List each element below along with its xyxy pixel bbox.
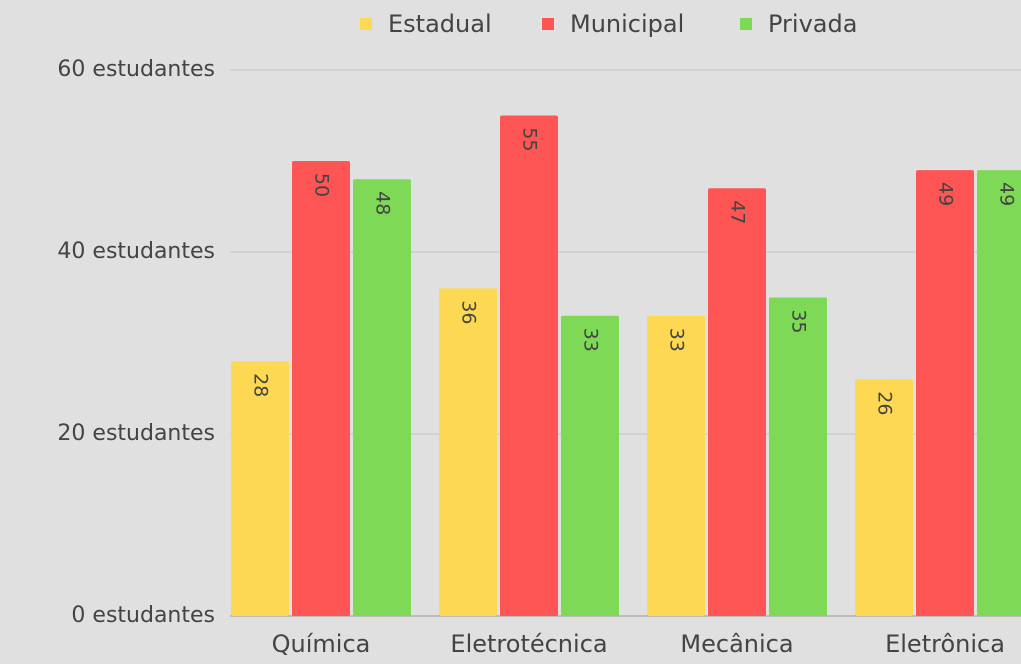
x-tick-label: Química bbox=[272, 630, 371, 658]
bar bbox=[561, 315, 619, 616]
y-tick-label: 40 estudantes bbox=[57, 239, 215, 264]
bar bbox=[855, 379, 913, 616]
y-tick-label: 20 estudantes bbox=[57, 421, 215, 446]
y-tick-label: 60 estudantes bbox=[57, 57, 215, 82]
x-tick-label: Mecânica bbox=[680, 630, 793, 658]
bar bbox=[231, 361, 289, 616]
x-tick-label: Eletrônica bbox=[885, 630, 1005, 658]
data-label: 26 bbox=[874, 391, 896, 415]
bar bbox=[769, 297, 827, 616]
y-tick-label: 0 estudantes bbox=[71, 603, 215, 628]
bar bbox=[353, 179, 411, 616]
data-label: 33 bbox=[580, 328, 602, 352]
x-tick-label: Eletrotécnica bbox=[450, 630, 607, 658]
data-label: 36 bbox=[458, 300, 480, 324]
data-label: 49 bbox=[996, 182, 1018, 206]
legend-label: Estadual bbox=[388, 10, 492, 38]
bar bbox=[500, 115, 558, 616]
data-label: 49 bbox=[935, 182, 957, 206]
legend-swatch bbox=[740, 18, 752, 30]
bar bbox=[292, 161, 350, 616]
bar bbox=[439, 288, 497, 616]
data-label: 50 bbox=[311, 173, 333, 197]
legend-swatch bbox=[542, 18, 554, 30]
bar bbox=[977, 170, 1021, 616]
bar bbox=[708, 188, 766, 617]
data-label: 33 bbox=[666, 328, 688, 352]
data-label: 47 bbox=[727, 200, 749, 224]
bar bbox=[647, 315, 705, 616]
data-label: 48 bbox=[372, 191, 394, 215]
legend-swatch bbox=[360, 18, 372, 30]
legend-label: Privada bbox=[768, 10, 857, 38]
bar bbox=[916, 170, 974, 616]
data-label: 55 bbox=[519, 127, 541, 151]
data-label: 35 bbox=[788, 309, 810, 333]
legend-label: Municipal bbox=[570, 10, 684, 38]
data-label: 28 bbox=[250, 373, 272, 397]
